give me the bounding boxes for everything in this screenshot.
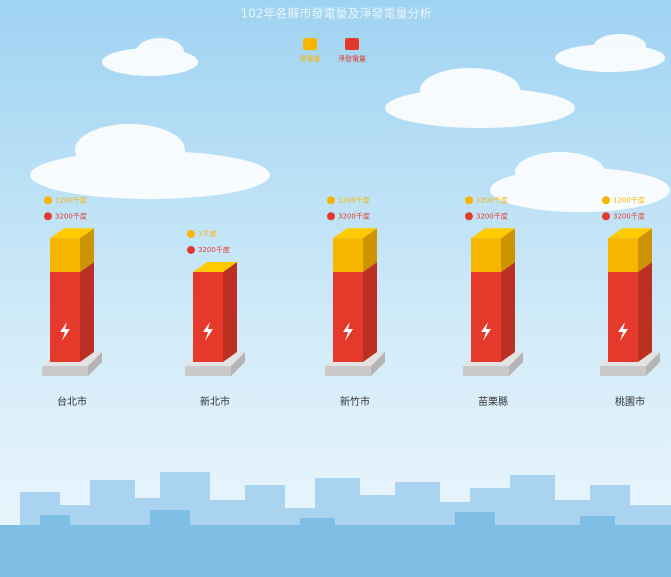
value-label: 1200千度 [338,195,370,204]
legend-label: 發電量 [300,54,321,63]
label-icon [465,212,473,220]
label-icon [327,212,335,220]
label-icon [44,212,52,220]
value-label: 3200千度 [338,211,370,220]
bar-segment [50,272,80,362]
legend-swatch [303,38,317,50]
value-label: 1200千度 [55,195,87,204]
value-label: 1200千度 [613,195,645,204]
value-label: 1千度 [198,229,216,238]
label-icon [44,196,52,204]
value-label: 3200千度 [198,245,230,254]
label-icon [602,212,610,220]
pedestal-front [463,366,509,376]
bar-segment-side [363,262,377,362]
chart-title: 102年各縣市發電量及淨發電量分析 [241,6,432,21]
x-tick-label: 台北市 [57,395,87,408]
bar-segment-side [638,262,652,362]
pedestal-front [42,366,88,376]
x-tick-label: 桃園市 [615,395,645,408]
x-tick-label: 新北市 [200,395,230,408]
label-icon [187,246,195,254]
pedestal-front [185,366,231,376]
legend-swatch [345,38,359,50]
value-label: 3200千度 [55,211,87,220]
bar-segment [50,238,80,272]
label-icon [465,196,473,204]
label-icon [187,230,195,238]
bar-segment [333,238,363,272]
legend-label: 淨發電量 [338,54,366,63]
label-icon [327,196,335,204]
bar-segment [471,272,501,362]
pedestal-front [600,366,646,376]
bar-segment-side [501,262,515,362]
bar-segment [608,272,638,362]
label-icon [602,196,610,204]
chart: 102年各縣市發電量及淨發電量分析 發電量 淨發電量 1200千度 3200千度台北… [0,0,671,577]
bar-segment-side [223,262,237,362]
bar-segment [608,238,638,272]
bar-segment [333,272,363,362]
value-label: 3200千度 [613,211,645,220]
bar-segment [471,238,501,272]
pedestal-front [325,366,371,376]
x-tick-label: 新竹市 [340,395,370,408]
bar-segment-side [80,262,94,362]
value-label: 1200千度 [476,195,508,204]
x-tick-label: 苗栗縣 [478,396,508,408]
value-label: 3200千度 [476,211,508,220]
bar-segment [193,272,223,362]
